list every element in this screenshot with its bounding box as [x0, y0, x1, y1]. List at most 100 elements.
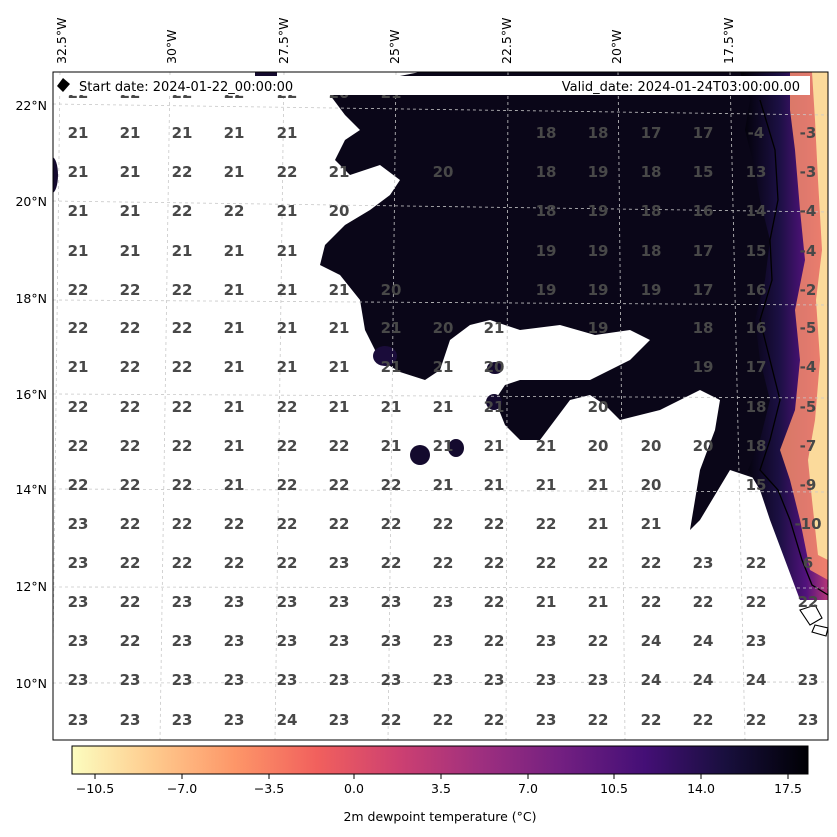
- grid-value: 21: [224, 398, 245, 416]
- grid-value: 20: [588, 437, 609, 455]
- grid-value: 21: [329, 358, 350, 376]
- grid-value: 23: [277, 593, 298, 611]
- grid-value: 22: [68, 281, 89, 299]
- grid-value: 22: [381, 554, 402, 572]
- grid-value: 22: [433, 515, 454, 533]
- grid-value: 22: [277, 437, 298, 455]
- grid-value: -4: [800, 242, 817, 260]
- grid-value: 21: [277, 124, 298, 142]
- date-banner-bg: [56, 76, 810, 95]
- grid-value: 16: [746, 319, 767, 337]
- grid-value: 22: [172, 398, 193, 416]
- grid-value: 15: [746, 242, 767, 260]
- grid-value: 21: [433, 476, 454, 494]
- grid-value: 21: [120, 242, 141, 260]
- grid-value: 6: [803, 554, 813, 572]
- grid-value: 21: [536, 437, 557, 455]
- grid-value: 21: [224, 476, 245, 494]
- grid-value: 18: [536, 124, 557, 142]
- grid-value: -7: [800, 437, 817, 455]
- grid-value: 21: [381, 398, 402, 416]
- grid-value: 15: [746, 476, 767, 494]
- longitude-label: 27.5°W: [276, 18, 291, 64]
- grid-value: 22: [746, 554, 767, 572]
- grid-value: 19: [536, 242, 557, 260]
- grid-value: 21: [224, 281, 245, 299]
- island-patch: [373, 346, 397, 366]
- grid-value: 16: [693, 202, 714, 220]
- colorbar-ticks: −10.5 −7.0 −3.5 0.0 3.5 7.0 10.5 14.0 17.5: [76, 774, 802, 796]
- grid-value: 21: [68, 124, 89, 142]
- grid-value: 24: [641, 632, 662, 650]
- grid-value: 21: [536, 476, 557, 494]
- grid-value: 20: [641, 476, 662, 494]
- grid-value: 22: [798, 593, 819, 611]
- grid-value: 23: [536, 711, 557, 729]
- grid-value: 23: [433, 632, 454, 650]
- grid-value: 23: [536, 671, 557, 689]
- grid-value: 19: [588, 163, 609, 181]
- grid-value: 15: [693, 163, 714, 181]
- grid-value: 22: [172, 319, 193, 337]
- grid-value: 22: [484, 554, 505, 572]
- island-patch: [448, 439, 464, 457]
- grid-value: 17: [746, 358, 767, 376]
- grid-value: 18: [746, 398, 767, 416]
- grid-value: 17: [693, 242, 714, 260]
- grid-value: 21: [68, 358, 89, 376]
- grid-value: 21: [120, 124, 141, 142]
- grid-value: -10: [794, 515, 821, 533]
- grid-value: 23: [172, 711, 193, 729]
- valid-date-text: Valid_date: 2024-01-24T03:00:00.00: [562, 80, 800, 95]
- colorbar-tick-label: 14.0: [687, 781, 715, 796]
- grid-value: 22: [484, 632, 505, 650]
- latitude-label: 14°N: [15, 482, 47, 497]
- grid-value: 22: [120, 554, 141, 572]
- latitude-label: 10°N: [15, 676, 47, 691]
- grid-value: 21: [172, 242, 193, 260]
- grid-value: 21: [277, 281, 298, 299]
- grid-value: 23: [172, 671, 193, 689]
- grid-value: 22: [224, 515, 245, 533]
- grid-value: 17: [693, 124, 714, 142]
- grid-value: 23: [433, 593, 454, 611]
- grid-value: 23: [172, 632, 193, 650]
- grid-value: 21: [381, 319, 402, 337]
- grid-value: 22: [588, 711, 609, 729]
- grid-value: 23: [277, 632, 298, 650]
- grid-value: 21: [484, 319, 505, 337]
- grid-value: -4: [800, 358, 817, 376]
- grid-value: 21: [120, 202, 141, 220]
- start-date-text: Start date: 2024-01-22_00:00:00: [79, 80, 293, 95]
- colorbar-tick-label: 3.5: [431, 781, 451, 796]
- grid-value: 22: [120, 593, 141, 611]
- grid-value: 21: [381, 437, 402, 455]
- grid-value: 21: [433, 398, 454, 416]
- grid-value: 22: [536, 554, 557, 572]
- latitude-label: 20°N: [15, 194, 47, 209]
- latitude-label: 18°N: [15, 291, 47, 306]
- colorbar-tick-label: 10.5: [600, 781, 628, 796]
- grid-value: 22: [172, 281, 193, 299]
- grid-value: 21: [224, 358, 245, 376]
- grid-value: 19: [693, 358, 714, 376]
- grid-value: 22: [172, 437, 193, 455]
- grid-value: 23: [798, 711, 819, 729]
- grid-value: 20: [433, 319, 454, 337]
- colorbar-tick-label: −10.5: [76, 781, 114, 796]
- grid-value: 22: [68, 476, 89, 494]
- grid-value: 21: [588, 515, 609, 533]
- grid-value: 23: [68, 554, 89, 572]
- grid-value: 16: [746, 281, 767, 299]
- grid-value: 20: [641, 437, 662, 455]
- grid-value: 23: [381, 632, 402, 650]
- dry-air-region: [320, 72, 828, 600]
- grid-value: 14: [746, 202, 767, 220]
- map-field: 22 22 22 22 22 20 21 21 21 21 21 21 18 18 17 17 -4 -3 21 21…: [53, 72, 828, 740]
- grid-value: 18: [536, 202, 557, 220]
- grid-value: 22: [277, 515, 298, 533]
- grid-value: 21: [588, 593, 609, 611]
- grid-value: -4: [800, 202, 817, 220]
- grid-value: 22: [120, 515, 141, 533]
- banner-marker-icon: [57, 78, 70, 92]
